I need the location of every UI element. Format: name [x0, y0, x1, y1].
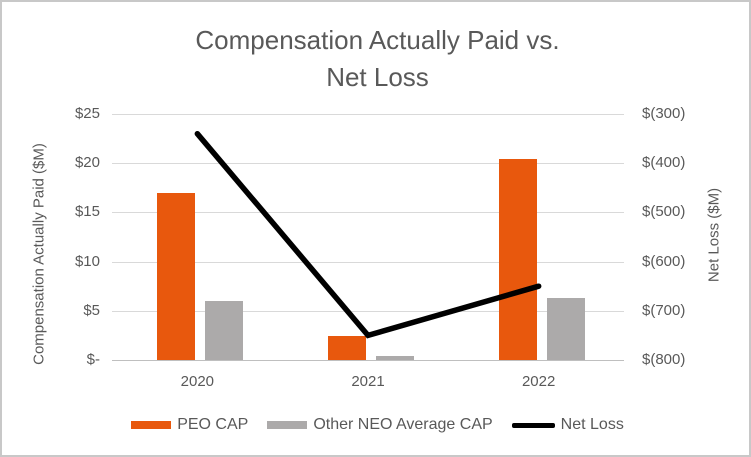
bar-other-neo-average-cap	[205, 300, 244, 360]
legend-bar-swatch-icon	[131, 421, 172, 429]
right-axis-title: Net Loss ($M)	[705, 187, 723, 283]
legend-bar-swatch-icon	[267, 421, 308, 429]
chart-title-line-2: Net Loss	[326, 62, 429, 92]
bar-peo-cap	[498, 159, 537, 360]
legend-label: PEO CAP	[177, 416, 249, 433]
gridline	[112, 114, 624, 115]
legend-label: Net Loss	[560, 416, 624, 433]
left-tick-label: $15	[74, 203, 100, 221]
legend-label: Other NEO Average CAP	[313, 416, 493, 433]
left-tick-label: $20	[74, 154, 100, 172]
left-tick-label: $-	[86, 351, 100, 368]
bar-other-neo-average-cap	[376, 356, 414, 360]
right-tick-label: $(700)	[642, 301, 686, 319]
x-axis-line	[112, 360, 624, 361]
left-tick-label: $25	[74, 105, 100, 122]
x-axis-label: 2020	[180, 373, 215, 390]
x-axis-label: 2021	[351, 373, 385, 390]
x-axis-label: 2022	[521, 373, 556, 390]
legend-line-swatch-icon	[511, 422, 555, 428]
bar-other-neo-average-cap	[546, 298, 585, 360]
left-tick-label: $10	[74, 252, 100, 270]
legend-item-peo-cap: PEO CAP	[131, 416, 248, 434]
right-tick-label: $(400)	[642, 154, 686, 172]
right-tick-label: $(800)	[642, 351, 686, 368]
chart-title-line-1: Compensation Actually Paid vs.	[195, 25, 560, 55]
legend-item-other-neo-average-cap: Other NEO Average CAP	[267, 416, 493, 434]
right-tick-label: $(300)	[642, 105, 686, 122]
right-tick-label: $(500)	[642, 203, 686, 221]
bar-peo-cap	[157, 192, 196, 360]
left-tick-label: $5	[83, 301, 100, 319]
right-tick-label: $(600)	[642, 252, 686, 270]
legend: PEO CAP Other NEO Average CAP Net Loss	[2, 413, 749, 437]
gridline	[112, 163, 624, 165]
legend-item-net-loss: Net Loss	[511, 416, 624, 434]
chart-title: Compensation Actually Paid vs. Net Loss	[2, 22, 749, 96]
bar-peo-cap	[328, 336, 366, 360]
